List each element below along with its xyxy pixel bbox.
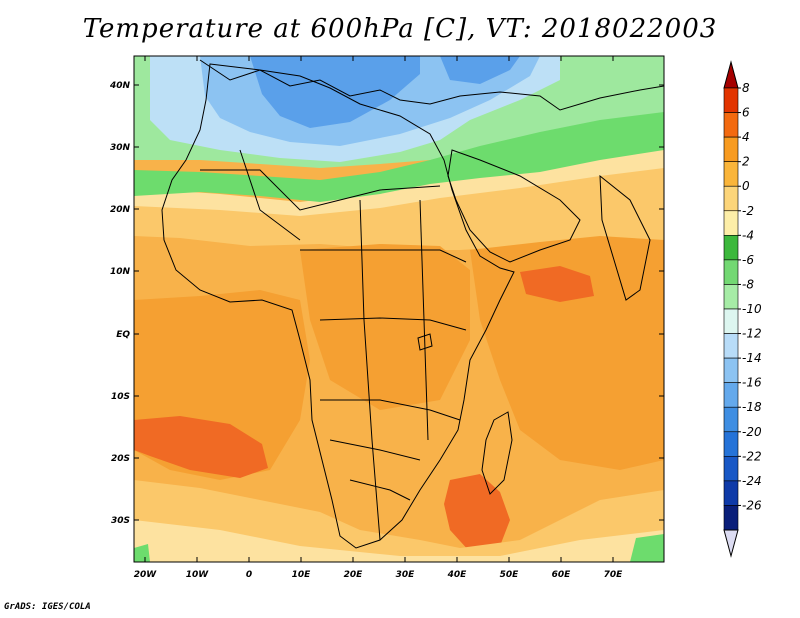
lat-label: 10N	[110, 267, 131, 277]
map-title: Temperature at 600hPa [C], VT: 201802200…	[82, 14, 718, 44]
madagascar-coastline	[481, 411, 513, 495]
latitude-labels: 40N 30N 20N 10N EQ 10S 20S 30S	[109, 81, 131, 526]
lon-label: 40E	[447, 570, 468, 580]
colorbar-label: -12	[742, 327, 762, 341]
lat-label: 20N	[110, 205, 131, 215]
lon-label: 20E	[344, 570, 364, 580]
border-south-3	[349, 479, 411, 501]
lon-label: 70E	[604, 570, 624, 580]
field-red-orange-sw-atlantic	[134, 416, 268, 478]
field-strong-orange-central	[300, 244, 470, 410]
longitude-labels: 20W 10W 0 10E 20E 30E 40E 50E 60E 70E	[134, 570, 623, 580]
colorbar-segment	[723, 259, 739, 285]
border-south-2	[329, 439, 421, 461]
colorbar-label: -4	[742, 228, 754, 242]
europe-coastline	[199, 59, 664, 111]
colorbar-label: -22	[742, 449, 762, 463]
lon-label: 30E	[396, 570, 416, 580]
colorbar-label: -18	[742, 400, 762, 414]
border-vertical-2	[419, 199, 429, 441]
lat-label: 20S	[111, 454, 130, 464]
field-green-se	[630, 534, 664, 562]
lake-victoria	[417, 333, 433, 351]
field-red-orange-arabian	[520, 266, 594, 302]
colorbar-bottom-triangle	[723, 529, 739, 558]
grads-credit: GrADS: IGES/COLA	[4, 602, 91, 612]
colorbar	[723, 60, 739, 558]
colorbar-segment	[723, 235, 739, 261]
colorbar-top-triangle	[723, 60, 739, 89]
colorbar-label: -6	[742, 253, 754, 267]
india-coastline	[599, 174, 651, 301]
axis-ticks	[134, 56, 664, 562]
colorbar-label: -14	[742, 351, 762, 365]
colorbar-label: -26	[742, 498, 762, 512]
colorbar-label: 8	[742, 81, 750, 95]
colorbar-segment	[723, 308, 739, 334]
colorbar-label: -8	[742, 277, 754, 291]
field-deep-blue-2	[440, 56, 520, 84]
lat-label: EQ	[116, 330, 130, 340]
field-south-pale	[134, 520, 664, 562]
field-red-orange-madagascar	[444, 474, 510, 552]
temperature-field	[134, 56, 664, 562]
lon-label: 20W	[134, 570, 158, 580]
colorbar-label: 0	[742, 179, 750, 193]
lon-label: 0	[246, 570, 252, 580]
lat-label: 30N	[110, 143, 131, 153]
colorbar-segment	[723, 431, 739, 457]
lon-label: 10W	[186, 570, 210, 580]
lat-label: 30S	[111, 516, 130, 526]
colorbar-label: -20	[742, 425, 762, 439]
lat-label: 10S	[111, 392, 130, 402]
lon-label: 10E	[292, 570, 312, 580]
colorbar-segment	[723, 136, 739, 162]
border-central-1	[300, 249, 467, 263]
colorbar-label: 4	[742, 130, 750, 144]
border-vertical-1	[359, 199, 381, 541]
coastlines	[161, 59, 664, 549]
colorbar-label: -10	[742, 302, 762, 316]
colorbar-segment	[723, 185, 739, 212]
border-sahara-1	[200, 169, 441, 211]
colorbar-labels: 8 6 4 2 0 -2 -4 -6 -8 -10 -12 -14 -16 -18 -20 -22 -24 -26	[738, 81, 762, 512]
colorbar-segment	[723, 382, 739, 408]
colorbar-segment	[723, 87, 739, 113]
field-strong-orange-indian	[470, 236, 664, 470]
colorbar-segment	[723, 112, 739, 138]
colorbar-segment	[723, 406, 739, 433]
colorbar-segment	[723, 505, 739, 531]
colorbar-segment	[723, 333, 739, 359]
africa-coastline	[161, 63, 515, 549]
field-green-sw	[134, 544, 150, 562]
lat-label: 40N	[109, 81, 131, 91]
lon-label: 50E	[500, 570, 520, 580]
colorbar-segment	[723, 284, 739, 310]
arabia-coastline	[447, 149, 581, 263]
colorbar-segment	[723, 210, 739, 236]
lon-label: 60E	[552, 570, 572, 580]
colorbar-label: -16	[742, 376, 762, 390]
colorbar-segment	[723, 480, 739, 506]
colorbar-label: 2	[742, 155, 750, 169]
colorbar-segment	[723, 357, 739, 383]
colorbar-label: -24	[742, 474, 762, 488]
border-south-1	[320, 399, 461, 421]
border-central-2	[319, 317, 467, 331]
colorbar-label: -2	[742, 204, 754, 218]
map-frame	[133, 55, 665, 563]
colorbar-segment	[723, 161, 739, 187]
border-sahara-2	[239, 149, 301, 241]
colorbar-label: 6	[742, 106, 750, 120]
colorbar-segment	[723, 456, 739, 482]
field-deep-blue	[250, 56, 420, 128]
